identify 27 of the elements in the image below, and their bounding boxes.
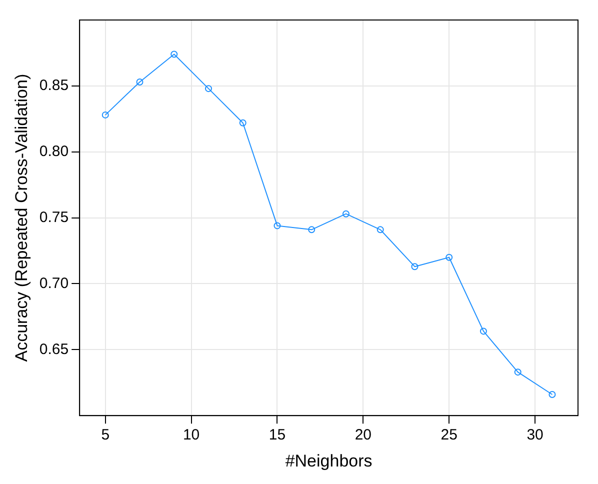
point	[446, 254, 453, 261]
x-axis-title: #Neighbors	[285, 451, 372, 470]
y-tick-label: 0.85	[39, 77, 69, 94]
point	[376, 226, 384, 234]
x-tick-label: 25	[440, 426, 458, 444]
point	[411, 263, 418, 270]
y-tick-label: 0.75	[39, 208, 69, 226]
y-tick-label: 0.65	[39, 340, 69, 358]
x-tick-label: 30	[526, 426, 544, 444]
y-axis-title: Accuracy (Repeated Cross-Validation)	[12, 74, 31, 362]
point	[136, 78, 144, 86]
x-tick-label: 20	[354, 426, 372, 444]
point	[102, 111, 109, 118]
point	[239, 119, 246, 126]
y-tick-label: 0.70	[39, 274, 69, 292]
point	[204, 85, 212, 92]
point	[548, 391, 556, 398]
point	[170, 50, 178, 58]
point	[274, 222, 281, 230]
point	[342, 210, 350, 218]
point	[480, 328, 487, 335]
y-tick-label: 0.80	[39, 143, 69, 160]
x-tick-label: 15	[268, 426, 286, 444]
point	[308, 226, 316, 234]
point	[514, 368, 522, 376]
x-tick-label: 5	[101, 426, 110, 444]
x-tick-label: 10	[182, 426, 200, 444]
